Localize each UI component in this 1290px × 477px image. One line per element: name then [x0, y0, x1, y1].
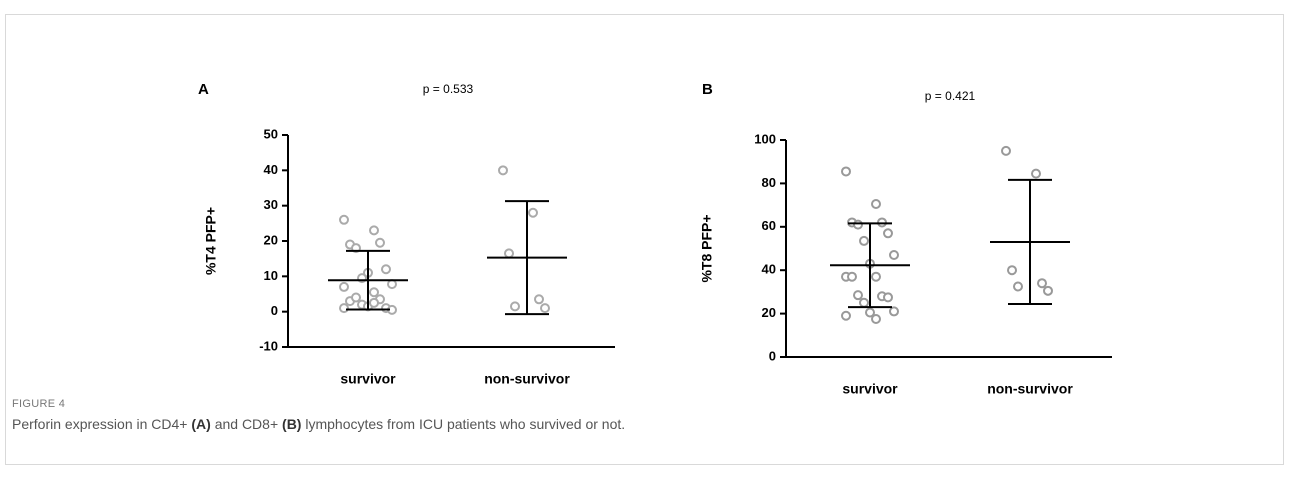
caption-panel: (A): [191, 416, 211, 432]
y-tick-label: 100: [754, 131, 776, 146]
data-point: [841, 166, 851, 177]
data-point: [339, 281, 349, 292]
data-point: [889, 250, 899, 261]
data-point: [1031, 168, 1041, 179]
data-point: [369, 297, 379, 308]
data-point: [871, 271, 881, 282]
data-point: [510, 301, 520, 312]
y-tick-label: 40: [762, 262, 776, 277]
x-tick-label: survivor: [842, 381, 898, 397]
x-tick-label: survivor: [340, 371, 396, 387]
caption-text: and CD8+: [210, 416, 283, 432]
data-point: [871, 199, 881, 210]
y-tick-label: 40: [264, 162, 278, 177]
data-point: [841, 310, 851, 321]
annotation: p = 0.421: [925, 89, 976, 103]
figure-caption: Perforin expression in CD4+ (A) and CD8+…: [12, 416, 625, 432]
data-point: [883, 292, 893, 303]
y-tick-label: -10: [259, 338, 278, 353]
y-tick-label: 20: [762, 305, 776, 320]
data-point: [847, 271, 857, 282]
y-axis-label: %T8 PFP+: [699, 214, 715, 282]
y-tick-label: 0: [769, 348, 776, 363]
data-point: [528, 207, 538, 218]
data-point: [865, 307, 875, 318]
x-tick-label: non-survivor: [987, 381, 1073, 397]
data-point: [369, 225, 379, 236]
data-point: [375, 237, 385, 248]
data-point: [1037, 278, 1047, 289]
annotation: p = 0.533: [423, 82, 474, 96]
data-point: [871, 314, 881, 325]
data-point: [853, 290, 863, 301]
data-point: [504, 248, 514, 259]
data-point: [534, 294, 544, 305]
data-point: [381, 264, 391, 275]
data-point: [859, 235, 869, 246]
data-point: [883, 228, 893, 239]
caption-panel: (B): [282, 416, 302, 432]
caption-text: lymphocytes from ICU patients who surviv…: [301, 416, 626, 432]
panel-label: A: [198, 81, 209, 98]
y-tick-label: 60: [762, 218, 776, 233]
y-tick-label: 10: [264, 268, 278, 283]
x-tick-label: non-survivor: [484, 371, 570, 387]
data-point: [369, 287, 379, 298]
y-tick-label: 30: [264, 197, 278, 212]
data-point: [859, 297, 869, 308]
data-point: [1007, 265, 1017, 276]
data-point: [339, 303, 349, 314]
data-point: [498, 165, 508, 176]
data-point: [540, 303, 550, 314]
y-tick-label: 20: [264, 232, 278, 247]
caption-text: Perforin expression in CD4+: [12, 416, 192, 432]
data-point: [889, 306, 899, 317]
y-tick-label: 0: [271, 303, 278, 318]
y-tick-label: 80: [762, 175, 776, 190]
data-point: [1013, 281, 1023, 292]
data-point: [853, 219, 863, 230]
figure-label: FIGURE 4: [12, 398, 66, 410]
data-point: [1001, 145, 1011, 156]
y-tick-label: 50: [264, 126, 278, 141]
data-point: [387, 279, 397, 290]
y-axis-label: %T4 PFP+: [203, 207, 219, 275]
data-point: [1043, 285, 1053, 296]
data-point: [339, 214, 349, 225]
figure-frame: [5, 14, 1284, 465]
data-point: [351, 292, 361, 303]
panel-label: B: [702, 81, 713, 98]
